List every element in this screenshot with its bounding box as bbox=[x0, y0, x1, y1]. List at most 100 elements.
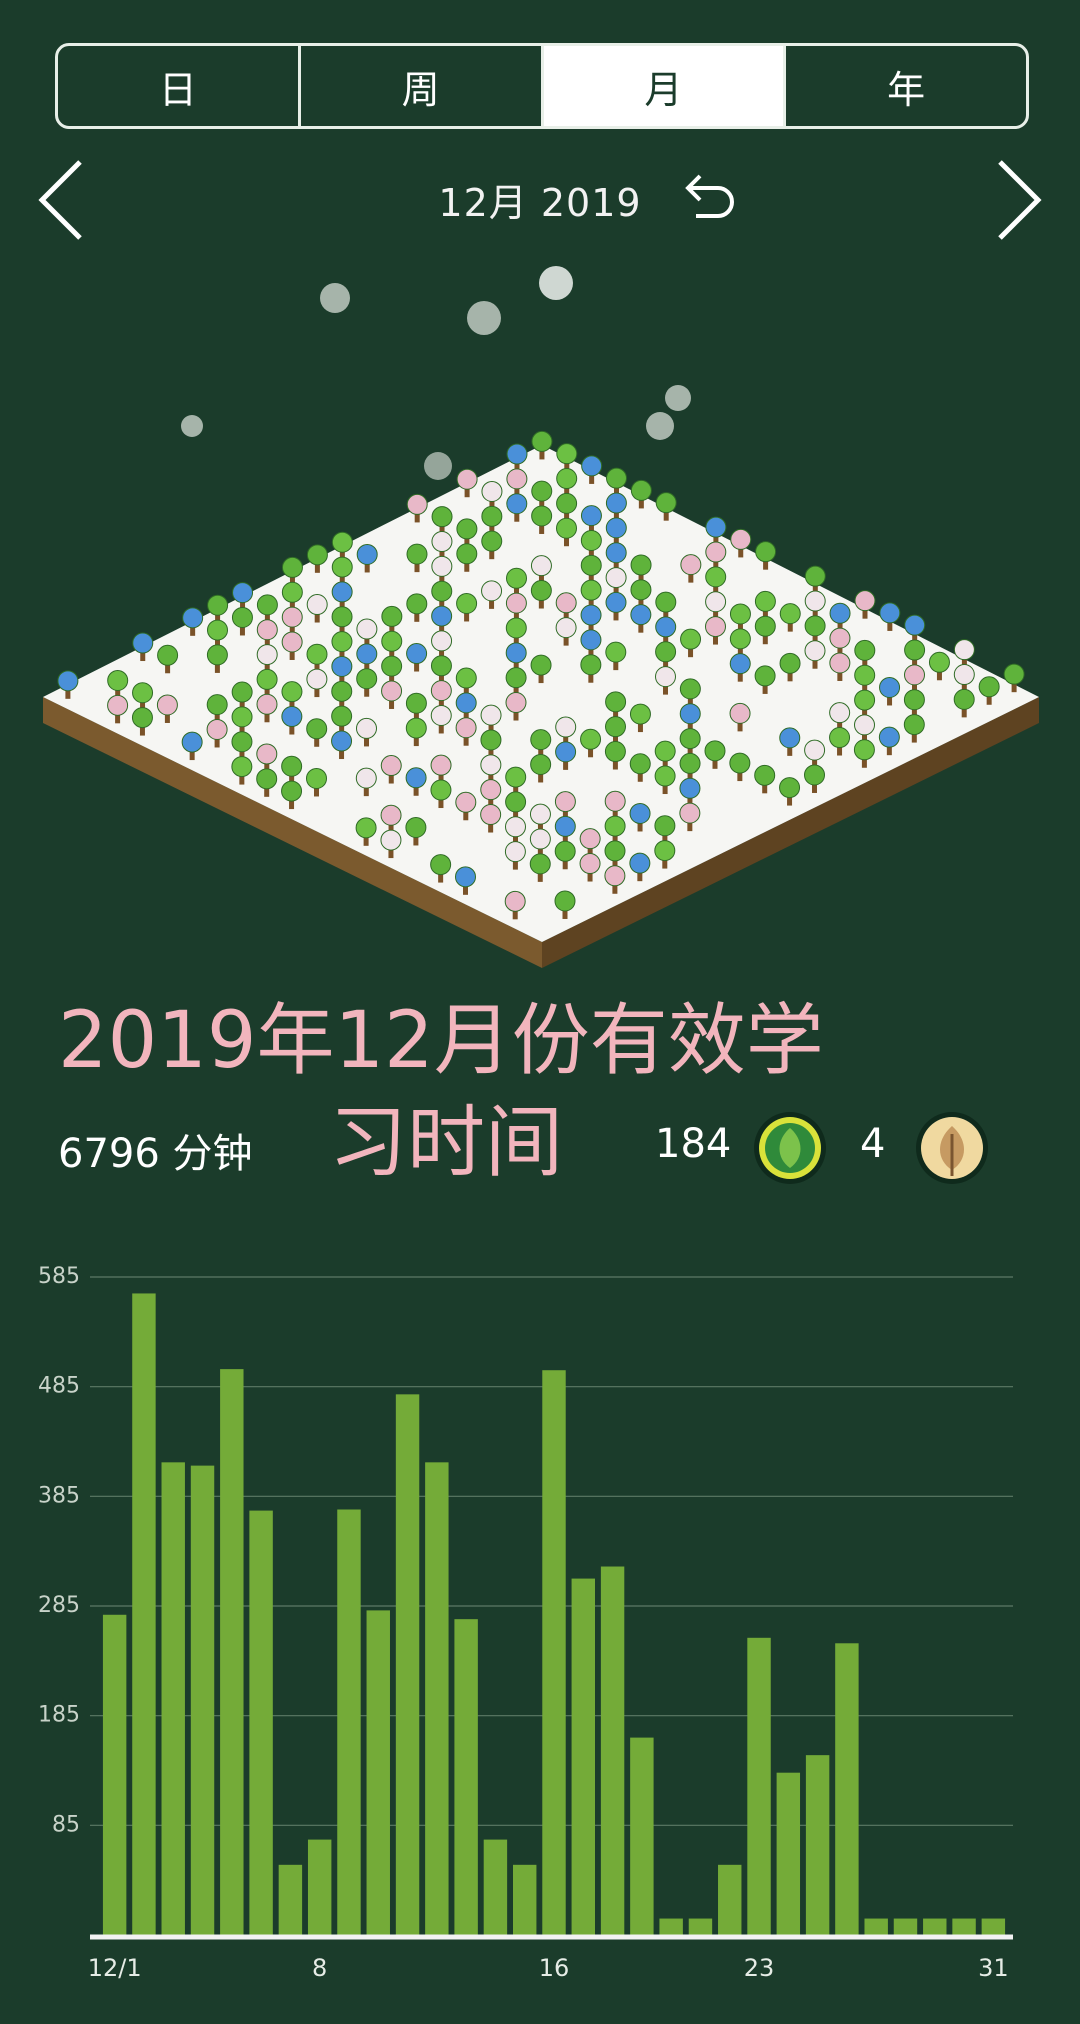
tree bbox=[256, 743, 278, 772]
tree bbox=[431, 630, 453, 659]
tree bbox=[430, 680, 452, 709]
tree bbox=[854, 590, 876, 619]
tree bbox=[381, 655, 403, 685]
tree bbox=[306, 643, 328, 673]
tree bbox=[580, 629, 602, 658]
tree bbox=[555, 592, 577, 621]
tree bbox=[729, 653, 751, 682]
y-tick-label: 85 bbox=[52, 1812, 80, 1837]
tree bbox=[705, 541, 727, 571]
tree bbox=[455, 717, 477, 746]
tree bbox=[131, 707, 153, 736]
bar bbox=[337, 1509, 361, 1935]
x-tick-label: 31 bbox=[978, 1954, 1009, 1982]
tree bbox=[431, 605, 453, 635]
bar bbox=[688, 1918, 713, 1935]
tree bbox=[504, 890, 526, 920]
tree bbox=[978, 676, 1000, 705]
tree bbox=[679, 728, 701, 757]
tree bbox=[107, 694, 129, 724]
tree bbox=[903, 689, 925, 718]
tree bbox=[231, 706, 253, 735]
tree bbox=[331, 531, 353, 561]
tree bbox=[655, 666, 676, 695]
bar bbox=[425, 1462, 449, 1935]
bar bbox=[220, 1369, 244, 1935]
tree bbox=[356, 543, 378, 573]
tree bbox=[206, 644, 228, 673]
tree bbox=[556, 443, 578, 472]
tree bbox=[605, 542, 627, 571]
tree bbox=[679, 802, 701, 832]
tree bbox=[804, 640, 826, 669]
bar bbox=[366, 1610, 390, 1935]
tree bbox=[580, 728, 602, 758]
tree bbox=[854, 689, 876, 719]
bar bbox=[512, 1864, 537, 1935]
bar bbox=[190, 1465, 215, 1935]
tree bbox=[754, 764, 776, 794]
tree-icons bbox=[754, 1112, 988, 1184]
undo-icon[interactable] bbox=[685, 174, 734, 218]
tree bbox=[380, 804, 402, 834]
tree bbox=[903, 714, 925, 743]
tree bbox=[629, 703, 651, 733]
tree bbox=[455, 692, 477, 721]
tree bbox=[879, 602, 901, 631]
healthy-count: 184 bbox=[655, 1121, 732, 1167]
tree bbox=[755, 541, 777, 570]
tree bbox=[157, 644, 179, 674]
bar bbox=[923, 1918, 947, 1935]
tree bbox=[331, 705, 353, 735]
tree bbox=[705, 591, 727, 620]
tree bbox=[431, 555, 453, 585]
dead-count: 4 bbox=[860, 1121, 886, 1167]
tree bbox=[456, 592, 478, 622]
date-label: 12月 2019 bbox=[438, 181, 642, 225]
tree bbox=[331, 581, 353, 610]
tab[interactable]: 年 bbox=[887, 67, 926, 112]
tree bbox=[679, 678, 701, 707]
bar bbox=[805, 1755, 830, 1935]
bar bbox=[542, 1370, 566, 1935]
tree bbox=[605, 517, 627, 546]
tree bbox=[481, 505, 503, 535]
bar bbox=[776, 1772, 801, 1935]
tree bbox=[256, 693, 278, 723]
tree bbox=[953, 664, 975, 693]
tree bbox=[655, 492, 677, 521]
tree bbox=[679, 752, 701, 782]
tree bbox=[529, 828, 551, 858]
tree bbox=[754, 590, 776, 620]
tab[interactable]: 日 bbox=[58, 46, 301, 126]
tree bbox=[306, 668, 328, 698]
tree bbox=[506, 443, 528, 473]
tree bbox=[231, 681, 253, 711]
next-arrow[interactable] bbox=[998, 160, 1042, 240]
bar bbox=[454, 1619, 478, 1935]
tree bbox=[480, 754, 502, 783]
tree bbox=[554, 840, 576, 870]
tree bbox=[256, 668, 278, 698]
bar bbox=[102, 1614, 127, 1935]
tree bbox=[281, 780, 303, 810]
tree bbox=[580, 529, 602, 559]
tree bbox=[579, 828, 601, 857]
tree bbox=[206, 694, 228, 723]
tree bbox=[505, 791, 527, 820]
tree bbox=[456, 543, 478, 572]
tree bbox=[679, 703, 701, 732]
tab[interactable]: 周 bbox=[301, 46, 544, 126]
bar bbox=[630, 1737, 654, 1935]
tree bbox=[430, 754, 452, 784]
bar bbox=[395, 1394, 420, 1935]
tree bbox=[829, 727, 851, 756]
tree bbox=[854, 664, 876, 694]
tree bbox=[630, 479, 652, 509]
tree bbox=[281, 681, 303, 710]
tree bbox=[356, 668, 378, 697]
prev-arrow[interactable] bbox=[38, 160, 82, 240]
tree bbox=[156, 694, 178, 723]
tab[interactable]: 月 bbox=[543, 46, 787, 126]
